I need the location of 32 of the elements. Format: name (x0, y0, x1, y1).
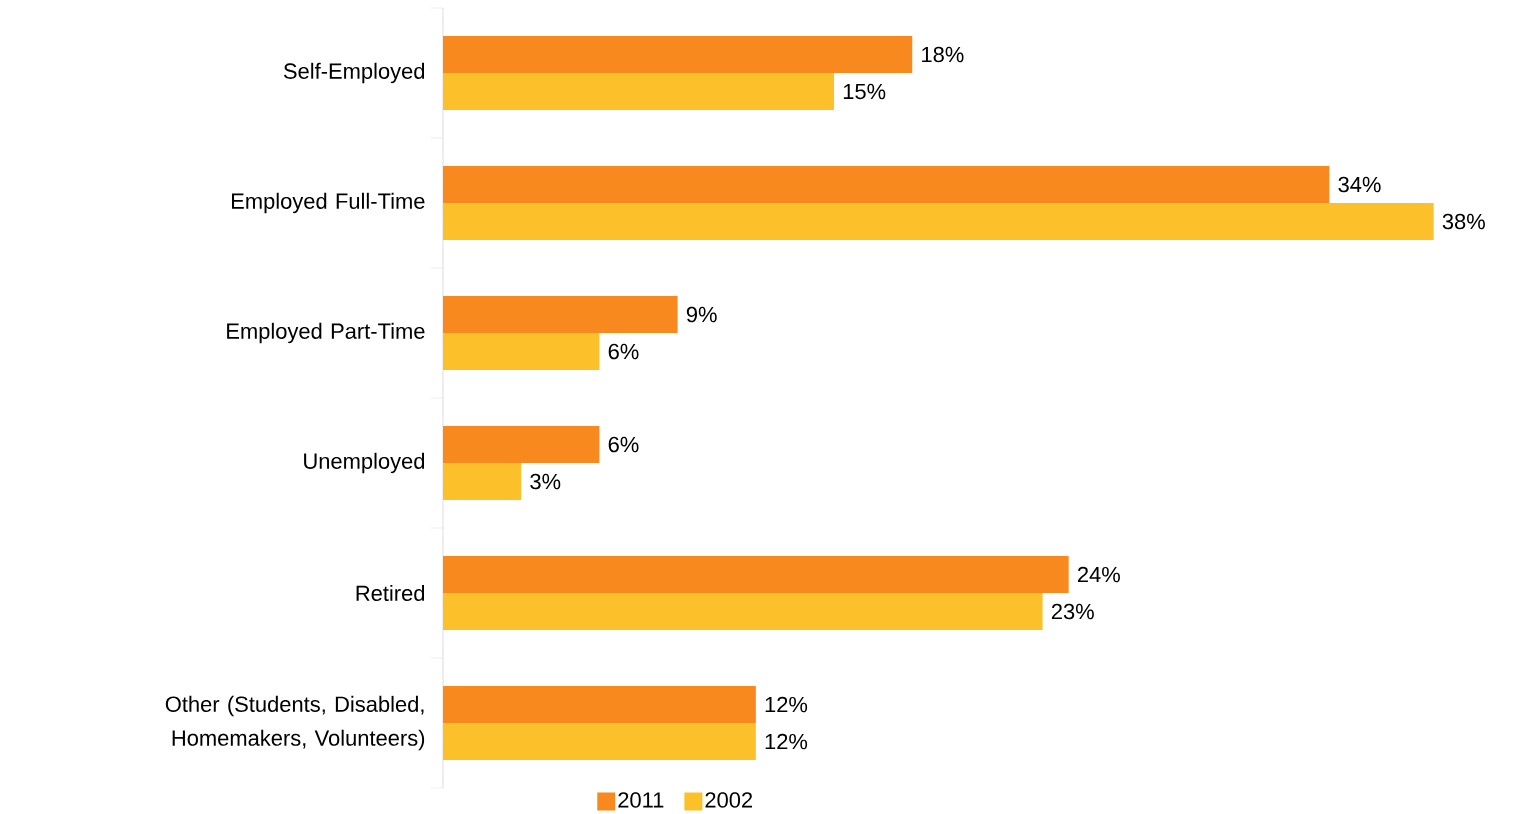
bar (442, 166, 1330, 204)
y-tick-label: Other (Students, Disabled, Homemakers, Volunteers) (165, 695, 425, 751)
data-label: 15% (843, 83, 886, 100)
data-label: 38% (1442, 213, 1485, 230)
y-tick-label: Employed Full-Time (232, 192, 425, 214)
data-label: 18% (922, 46, 964, 63)
y-tick-label: Self-Employed (283, 62, 425, 84)
bar (442, 296, 678, 334)
bar (442, 593, 1043, 631)
data-label: 6% (608, 343, 639, 360)
bar (442, 203, 1434, 241)
data-label: 24% (1077, 566, 1120, 583)
data-label: 23% (1051, 603, 1094, 620)
bar (442, 463, 522, 501)
bar (442, 36, 913, 74)
data-label: 3% (530, 473, 561, 490)
legend-label: 2002 (705, 792, 753, 808)
bar (442, 333, 600, 371)
data-label: 12% (765, 733, 808, 750)
bar (442, 556, 1069, 594)
bar (442, 426, 600, 464)
data-label: 6% (608, 436, 639, 453)
y-tick-label: Retired (356, 584, 425, 602)
bar (442, 686, 756, 724)
data-label: 34% (1338, 176, 1381, 193)
legend-label: 2011 (618, 792, 664, 808)
bar (442, 723, 756, 761)
data-label: 12% (765, 696, 808, 713)
bar (442, 73, 835, 111)
y-tick-label: Employed Part-Time (227, 322, 425, 344)
y-tick-label: Unemployed (304, 452, 425, 474)
data-label: 9% (686, 306, 717, 323)
